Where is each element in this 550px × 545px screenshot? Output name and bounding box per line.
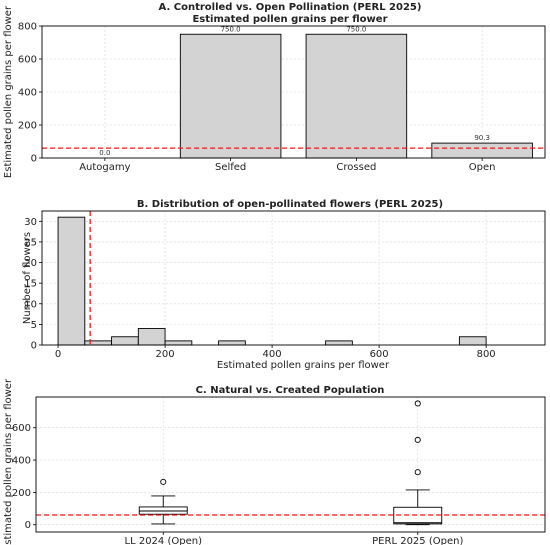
outlier-point xyxy=(414,400,421,407)
ytick-label: 400 xyxy=(18,88,37,99)
histogram-bar xyxy=(57,216,86,346)
category-label-crossed: Crossed xyxy=(336,162,376,173)
category-label-2: PERL 2025 (Open) xyxy=(372,536,463,545)
category-label-autogamy: Autogamy xyxy=(79,162,130,173)
histogram-bar xyxy=(111,336,139,346)
panel-b-grid xyxy=(42,211,545,346)
ytick-label: 600 xyxy=(18,55,37,66)
panel-a: A. Controlled vs. Open Pollination (PERL… xyxy=(3,2,546,178)
panel-c-ylabel: Estimated pollen grains per flower xyxy=(3,378,14,545)
category-label-selfed: Selfed xyxy=(215,162,246,173)
outlier-point xyxy=(414,469,421,476)
panel-a-ylabel: Estimated pollen grains per flower xyxy=(3,5,14,178)
outlier-point xyxy=(414,436,421,443)
panel-b-histogram-bars xyxy=(57,216,487,346)
panel-b-xlabel: Estimated pollen grains per flower xyxy=(217,360,390,371)
ytick-label: 0 xyxy=(31,154,37,165)
xtick-label: 600 xyxy=(370,349,389,360)
panel-b-ticks: 0 5 10 15 20 25 30 0 200 400 600 800 xyxy=(24,217,495,360)
xtick-label: 400 xyxy=(263,349,282,360)
value-label-crossed: 750.0 xyxy=(346,25,366,33)
panel-c-yticks: 0 200 400 600 xyxy=(12,423,36,531)
panel-a-bars xyxy=(179,33,533,159)
histogram-bar xyxy=(218,340,246,346)
category-label-1: LL 2024 (Open) xyxy=(125,536,203,545)
xtick-label: 800 xyxy=(477,349,496,360)
panel-c-frame xyxy=(35,396,546,533)
panel-b-ylabel: Number of flowers xyxy=(22,232,33,324)
panel-c: C. Natural vs. Created Population Estima… xyxy=(3,378,546,545)
bar-crossed xyxy=(305,33,408,159)
panel-c-grid xyxy=(36,397,545,532)
boxplot-2 xyxy=(393,400,443,526)
ytick-label: 10 xyxy=(24,299,37,310)
ytick-label: 15 xyxy=(24,279,37,290)
value-label-autogamy: 0.0 xyxy=(99,149,110,157)
ytick-label: 25 xyxy=(24,237,37,248)
ytick-label: 0 xyxy=(25,520,31,531)
panel-c-boxplots xyxy=(138,400,443,526)
bar-selfed xyxy=(179,33,282,159)
panel-a-category-labels: Autogamy Selfed Crossed Open xyxy=(79,158,495,173)
ytick-label: 30 xyxy=(24,217,37,228)
histogram-bar xyxy=(137,328,166,346)
panel-c-title: C. Natural vs. Created Population xyxy=(196,385,385,396)
iqr-box xyxy=(393,506,443,525)
ytick-label: 5 xyxy=(31,320,37,331)
histogram-bar xyxy=(325,340,353,346)
ytick-label: 20 xyxy=(24,258,37,269)
panel-b-frame xyxy=(41,210,546,346)
outlier-point xyxy=(160,478,167,485)
ytick-label: 400 xyxy=(12,456,31,467)
ytick-label: 0 xyxy=(31,341,37,352)
ytick-label: 200 xyxy=(12,488,31,499)
ytick-label: 800 xyxy=(18,22,37,33)
bar-open xyxy=(431,142,533,159)
panel-a-title: A. Controlled vs. Open Pollination (PERL… xyxy=(159,2,422,13)
panel-b-title: B. Distribution of open-pollinated flowe… xyxy=(137,199,443,210)
category-label-open: Open xyxy=(469,162,496,173)
panel-a-yticks: 0 200 400 600 800 xyxy=(18,22,42,165)
panel-b: B. Distribution of open-pollinated flowe… xyxy=(22,199,546,371)
histogram-bar xyxy=(84,340,113,346)
ytick-label: 200 xyxy=(18,121,37,132)
panel-a-value-labels: 0.0 750.0 750.0 90.3 xyxy=(99,25,490,157)
boxplot-1 xyxy=(138,478,188,525)
panel-c-category-labels: LL 2024 (Open) PERL 2025 (Open) xyxy=(125,532,463,545)
panel-a-grid xyxy=(42,25,545,159)
xtick-label: 0 xyxy=(55,349,61,360)
histogram-bar xyxy=(164,340,193,346)
ytick-label: 600 xyxy=(12,423,31,434)
value-label-selfed: 750.0 xyxy=(221,25,241,33)
xtick-label: 200 xyxy=(156,349,175,360)
panel-a-subtitle: Estimated pollen grains per flower xyxy=(192,14,387,25)
value-label-open: 90.3 xyxy=(474,134,490,142)
panel-a-frame xyxy=(41,25,546,159)
histogram-bar xyxy=(458,336,487,346)
